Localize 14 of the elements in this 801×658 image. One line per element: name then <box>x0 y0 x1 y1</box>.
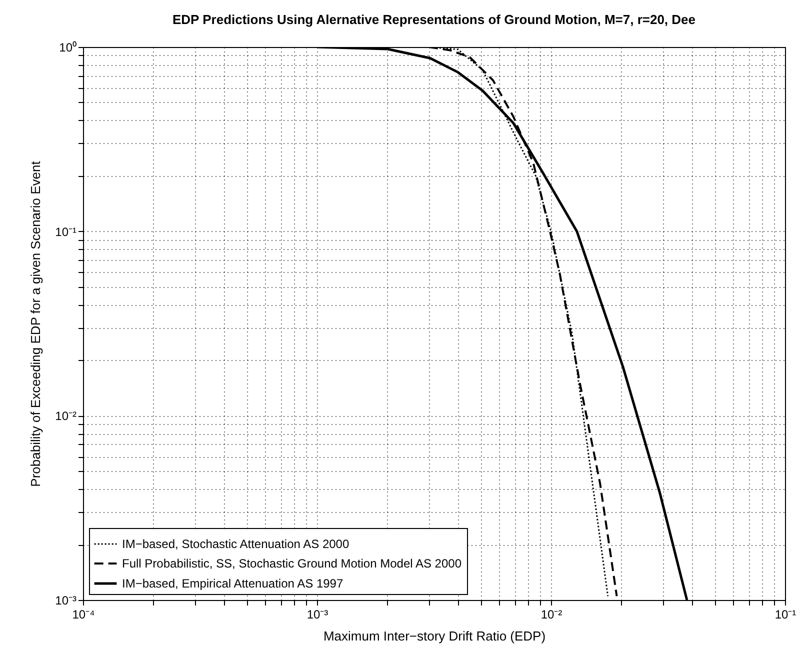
y-tick-label: 10⁻² <box>55 409 77 424</box>
legend-label: IM−based, Stochastic Attenuation AS 2000 <box>122 537 350 551</box>
x-tick-label: 10⁻¹ <box>774 608 796 622</box>
legend-label: Full Probabilistic, SS, Stochastic Ground Motion Model AS 2000 <box>122 556 462 570</box>
y-tick-label: 10⁰ <box>59 40 76 54</box>
x-tick-label: 10⁻² <box>540 608 562 622</box>
legend-label: IM−based, Empirical Attenuation AS 1997 <box>122 576 344 590</box>
y-tick-label: 10⁻¹ <box>55 224 77 239</box>
x-tick-label: 10⁻⁴ <box>72 608 95 622</box>
y-axis-title: Probability of Exceeding EDP for a given Scenario Event <box>28 160 44 487</box>
chart-title: EDP Predictions Using Alernative Representations of Ground Motion, M=7, r=20, Dee <box>172 12 696 27</box>
x-axis-title: Maximum Inter−story Drift Ratio (EDP) <box>323 628 546 644</box>
x-tick-label: 10⁻³ <box>306 608 328 622</box>
y-tick-label: 10⁻³ <box>55 594 77 608</box>
